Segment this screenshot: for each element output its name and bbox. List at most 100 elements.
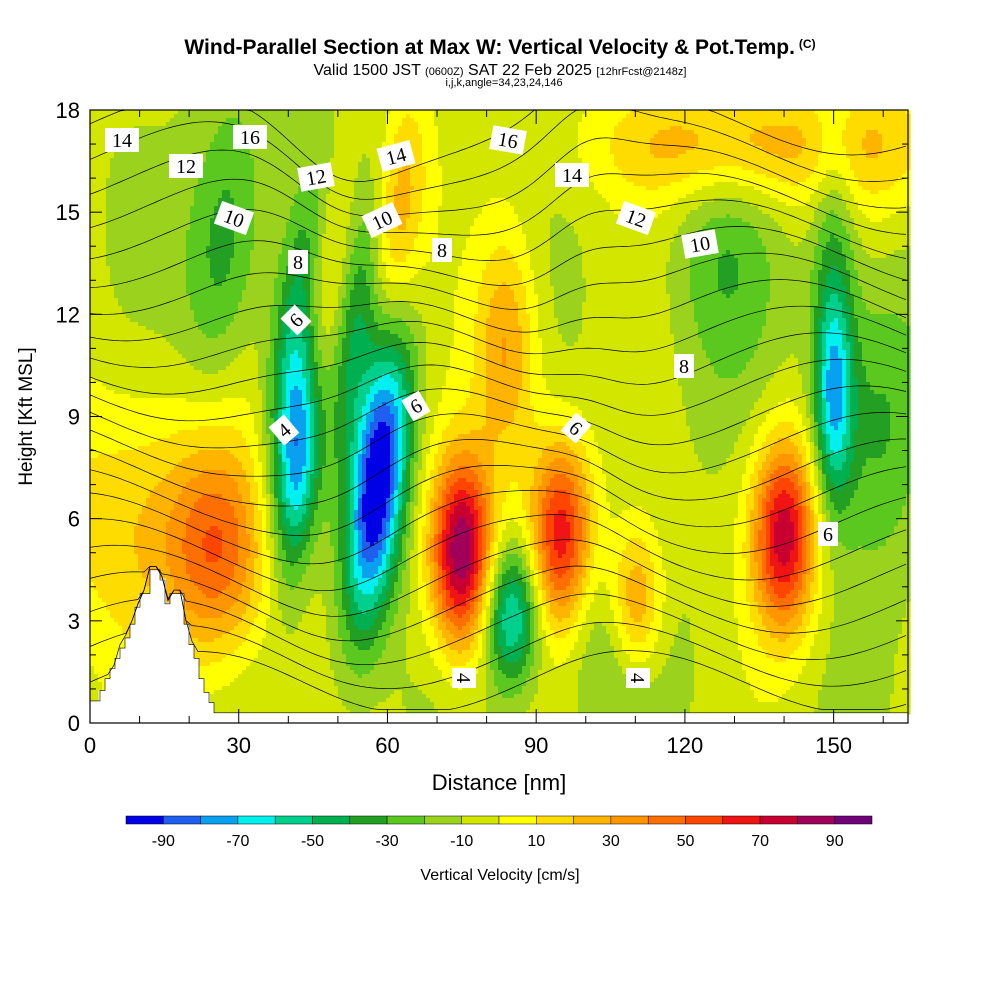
velocity-cell [854,138,859,143]
velocity-cell [790,110,795,115]
velocity-cell [462,162,467,167]
velocity-cell [838,130,843,135]
velocity-cell [466,170,471,175]
velocity-cell [866,162,871,167]
velocity-cell [818,126,823,131]
velocity-cell [126,170,131,175]
velocity-cell [162,154,167,159]
velocity-cell [622,134,627,139]
velocity-cell [446,186,451,191]
velocity-cell [670,154,675,159]
velocity-cell [638,190,643,195]
velocity-cell [346,202,351,207]
velocity-cell [166,134,171,139]
velocity-cell [162,158,167,163]
velocity-cell [478,122,483,127]
velocity-cell [774,126,779,131]
velocity-cell [558,126,563,131]
velocity-cell [786,134,791,139]
velocity-cell [154,122,159,127]
velocity-cell [834,202,839,207]
velocity-cell [394,122,399,127]
velocity-cell [242,174,247,179]
velocity-cell [510,186,515,191]
velocity-cell [770,142,775,147]
velocity-cell [162,186,167,191]
velocity-cell [226,166,231,171]
velocity-cell [506,190,511,195]
velocity-cell [442,118,447,123]
velocity-cell [586,126,591,131]
velocity-cell [842,174,847,179]
velocity-cell [770,126,775,131]
velocity-cell [634,154,639,159]
velocity-cell [710,162,715,167]
velocity-cell [302,138,307,143]
velocity-cell [422,194,427,199]
velocity-cell [206,170,211,175]
velocity-cell [106,178,111,183]
velocity-cell [698,134,703,139]
velocity-cell [378,186,383,191]
velocity-cell [206,110,211,115]
velocity-cell [154,170,159,175]
velocity-cell [198,122,203,127]
velocity-cell [678,158,683,163]
velocity-cell [806,170,811,175]
velocity-cell [674,198,679,203]
velocity-cell [858,142,863,147]
velocity-cell [746,174,751,179]
velocity-cell [398,130,403,135]
velocity-cell [366,166,371,171]
velocity-cell [518,186,523,191]
velocity-cell [350,206,355,211]
velocity-cell [286,198,291,203]
velocity-cell [898,142,903,147]
velocity-cell [150,178,155,183]
velocity-cell [630,134,635,139]
velocity-cell [878,126,883,131]
velocity-cell [398,198,403,203]
velocity-cell [354,126,359,131]
velocity-cell [414,170,419,175]
velocity-cell [522,166,527,171]
velocity-cell [138,190,143,195]
velocity-cell [558,118,563,123]
velocity-cell [514,110,519,115]
velocity-cell [622,146,627,151]
velocity-cell [150,198,155,203]
velocity-cell [90,134,95,139]
velocity-cell [606,162,611,167]
velocity-cell [622,194,627,199]
velocity-cell [642,122,647,127]
velocity-cell [466,190,471,195]
velocity-cell [610,150,615,155]
velocity-cell [538,190,543,195]
velocity-cell [686,194,691,199]
velocity-cell [134,198,139,203]
velocity-cell [490,174,495,179]
velocity-cell [554,134,559,139]
velocity-cell [534,130,539,135]
velocity-cell [762,174,767,179]
velocity-cell [290,110,295,115]
velocity-cell [238,166,243,171]
velocity-cell [342,170,347,175]
velocity-cell [474,130,479,135]
velocity-cell [842,186,847,191]
velocity-cell [678,178,683,183]
velocity-cell [474,182,479,187]
velocity-cell [758,114,763,119]
velocity-cell [242,202,247,207]
velocity-cell [442,114,447,119]
velocity-cell [490,114,495,119]
velocity-cell [154,186,159,191]
velocity-cell [374,134,379,139]
velocity-cell [618,134,623,139]
velocity-cell [566,198,571,203]
velocity-cell [862,130,867,135]
velocity-cell [830,138,835,143]
velocity-cell [322,150,327,155]
velocity-cell [766,146,771,151]
velocity-cell [766,182,771,187]
